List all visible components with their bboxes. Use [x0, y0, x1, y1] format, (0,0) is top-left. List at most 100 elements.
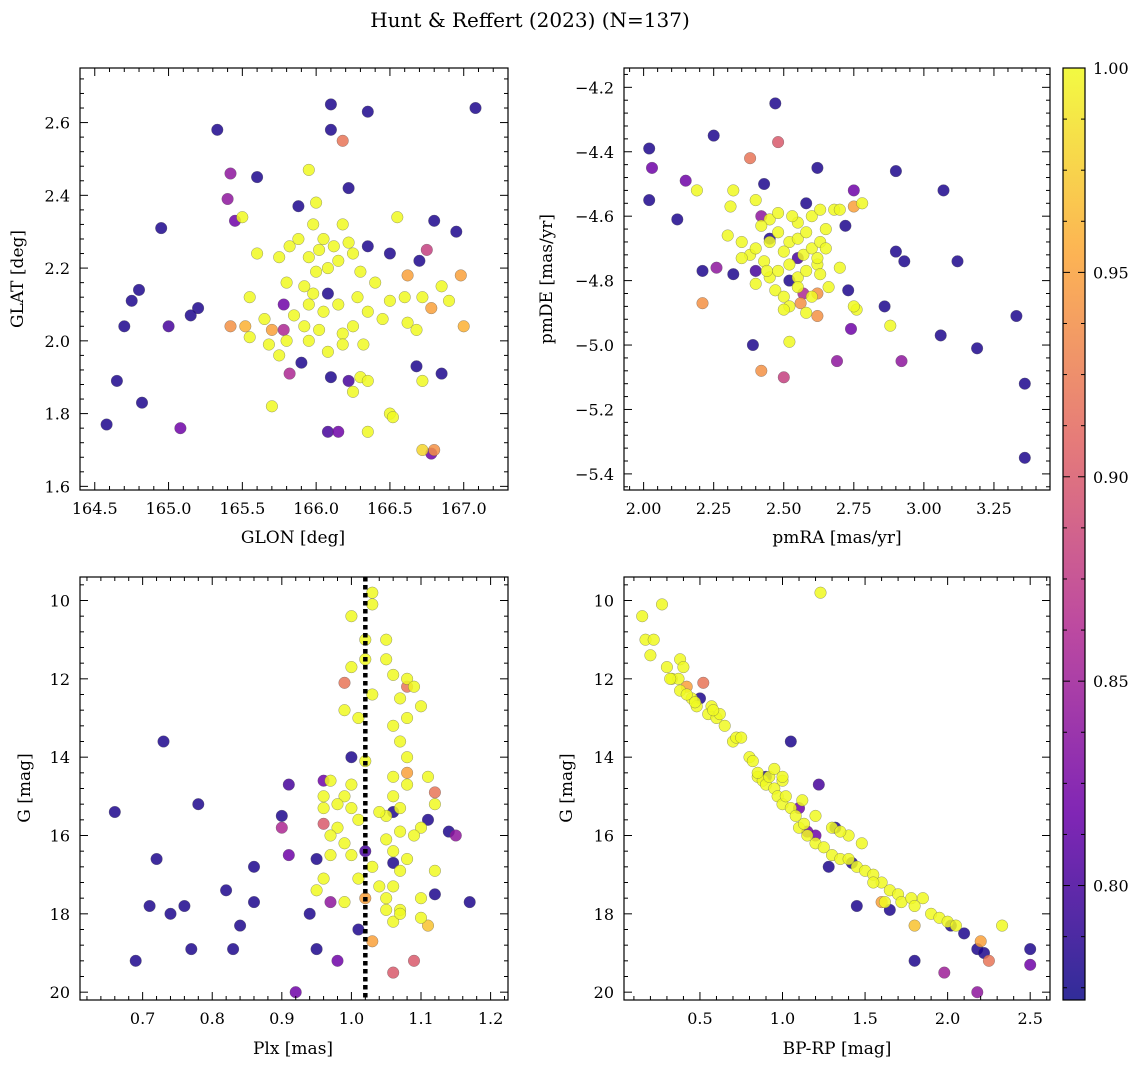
scatter-point: [327, 240, 340, 253]
scatter-point: [420, 243, 433, 256]
scatter-point: [416, 291, 429, 304]
scatter-point: [346, 385, 360, 398]
scatter-point: [354, 265, 367, 278]
scatter-point: [819, 242, 832, 255]
x-tick-label: 2.5: [1017, 1009, 1042, 1028]
scatter-point: [847, 184, 860, 197]
scatter-point: [346, 247, 360, 260]
scatter-point: [352, 923, 365, 936]
scatter-point: [779, 790, 792, 803]
panel-bprp-g: 0.5 1.0 1.5 2.0 2.5 10 12 14 16 18 20 BP-RP [mag] G …: [557, 576, 1051, 1059]
scatter-point: [332, 298, 345, 311]
scatter-point: [727, 184, 740, 197]
scatter-point: [387, 790, 400, 803]
scatter-point: [643, 142, 656, 155]
scatter-point: [317, 802, 330, 815]
scatter-point: [797, 248, 810, 261]
scatter-point: [336, 338, 349, 351]
scatter-point: [361, 105, 374, 118]
scatter-point: [178, 899, 191, 913]
scatter-points: [636, 586, 1037, 999]
scatter-point: [407, 954, 421, 967]
scatter-point: [680, 688, 693, 701]
scatter-point: [394, 735, 407, 748]
scatter-point: [313, 323, 326, 336]
scatter-point: [878, 300, 891, 313]
scatter-point: [262, 338, 275, 351]
figure-title: Hunt & Reffert (2023) (N=137): [370, 8, 690, 32]
y-tick-label: 2.4: [45, 186, 70, 205]
scatter-point: [336, 218, 349, 231]
scatter-point: [342, 374, 355, 387]
scatter-point: [830, 355, 844, 368]
scatter-point: [380, 903, 393, 916]
scatter-point: [401, 751, 414, 764]
scatter-point: [416, 443, 429, 457]
scatter-point: [357, 338, 370, 351]
scatter-point: [313, 243, 326, 256]
scatter-point: [247, 860, 261, 873]
scatter-point: [387, 915, 400, 928]
y-tick-label: 12: [50, 670, 70, 689]
y-tick-label: 18: [594, 905, 614, 924]
scatter-point: [331, 798, 344, 811]
scatter-point: [150, 852, 163, 866]
scatter-point: [394, 864, 407, 877]
scatter-point: [449, 829, 462, 842]
scatter-point: [817, 841, 830, 854]
scatter-point: [132, 283, 146, 296]
scatter-point: [373, 880, 386, 893]
scatter-point: [387, 966, 400, 979]
x-tick-label: 165.5: [219, 499, 265, 518]
y-tick-label: −4.4: [575, 143, 614, 162]
scatter-point: [996, 919, 1009, 932]
scatter-point: [387, 880, 400, 893]
scatter-point: [763, 213, 776, 226]
scatter-point: [345, 610, 358, 623]
scatter-point: [660, 661, 673, 674]
scatter-point: [812, 778, 825, 791]
scatter-point: [345, 802, 358, 815]
x-tick-label: 1.0: [339, 1009, 364, 1028]
scatter-point: [749, 242, 762, 255]
scatter-point: [822, 860, 835, 873]
scatter-point: [791, 281, 804, 294]
scatter-point: [819, 223, 832, 236]
scatter-point: [302, 251, 315, 264]
x-tick-label: 2.0: [935, 1009, 960, 1028]
scatter-point: [185, 943, 198, 956]
scatter-point: [749, 277, 762, 290]
x-tick-label: 165.0: [146, 499, 192, 518]
scatter-point: [794, 297, 807, 310]
scatter-point: [310, 852, 323, 866]
scatter-point: [934, 329, 947, 342]
scatter-point: [796, 794, 809, 807]
scatter-point: [664, 672, 677, 685]
x-tick-label: 164.5: [72, 499, 118, 518]
axes-frame: [623, 67, 1051, 491]
y-tick-label: −4.2: [575, 78, 614, 97]
x-tick-label: 2.00: [626, 499, 662, 518]
scatter-point: [428, 864, 441, 877]
scatter-point: [958, 927, 971, 940]
scatter-point: [391, 211, 404, 224]
scatter-point: [275, 821, 288, 834]
scatter-point: [110, 374, 123, 387]
scatter-point: [413, 254, 426, 267]
scatter-point: [718, 719, 731, 732]
scatter-point: [1010, 309, 1023, 323]
axis-ticks: [80, 577, 508, 1000]
scatter-point: [751, 766, 764, 779]
scatter-point: [688, 696, 702, 709]
scatter-point: [162, 320, 175, 333]
y-tick-label: 18: [50, 905, 70, 924]
scatter-point: [908, 954, 921, 967]
y-tick-label: 10: [594, 592, 614, 611]
scatter-point: [243, 331, 256, 344]
panel-plx-g: 0.7 0.8 0.9 1.0 1.1 1.2 10 12 14 16 18 20 Plx [mas] G…: [15, 576, 509, 1059]
scatter-point: [401, 766, 414, 779]
scatter-point: [410, 323, 423, 336]
scatter-point: [805, 242, 818, 255]
scatter-point: [908, 899, 921, 913]
